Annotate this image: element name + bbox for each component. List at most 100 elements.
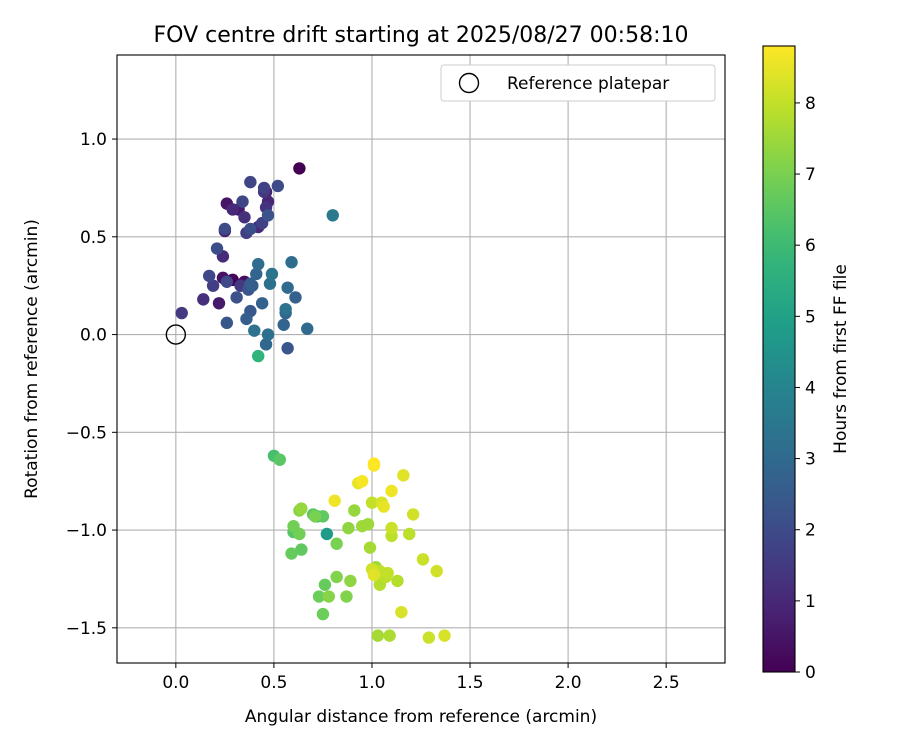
y-axis-ticks: −1.5 −1.0 −0.5 0.0 0.5 1.0 [66, 130, 117, 639]
data-point [252, 257, 265, 271]
data-point [230, 291, 243, 304]
data-point [263, 277, 277, 290]
colorbar-ticks: 0 1 2 3 4 5 6 7 8 [795, 94, 816, 683]
data-point [236, 195, 249, 208]
data-point [265, 267, 279, 281]
data-point [255, 297, 269, 310]
data-point [244, 175, 257, 189]
colorbar-tick-label: 5 [805, 307, 816, 327]
data-point [248, 324, 261, 337]
y-tick-label: 1.0 [80, 130, 107, 150]
data-point [261, 209, 275, 222]
data-points [175, 162, 451, 644]
data-point [295, 543, 308, 556]
data-point [285, 256, 298, 269]
data-point [281, 342, 294, 355]
x-tick-label: 1.0 [358, 673, 385, 693]
data-point [175, 306, 188, 320]
legend-marker-open-circle-icon [458, 72, 480, 94]
y-axis-label: Rotation from reference (arcmin) [22, 219, 42, 499]
y-tick-label: −1.5 [66, 619, 107, 639]
x-tick-label: 0.5 [260, 673, 287, 693]
data-point [293, 527, 306, 541]
data-point [383, 629, 396, 642]
data-point [348, 504, 361, 517]
data-point [391, 574, 404, 588]
legend-label: Reference platepar [507, 74, 669, 94]
data-point [210, 242, 224, 255]
data-point [218, 222, 232, 236]
data-point [295, 502, 308, 515]
data-point [250, 267, 263, 281]
data-point [206, 279, 220, 292]
chart-title: FOV centre drift starting at 2025/08/27 … [154, 23, 689, 48]
colorbar-tick-label: 7 [805, 165, 816, 185]
data-point [367, 457, 381, 470]
data-point [330, 570, 343, 584]
colorbar-tick-label: 1 [805, 592, 816, 612]
colorbar-tick-label: 4 [805, 378, 816, 398]
colorbar-tick-label: 0 [805, 663, 816, 683]
data-point [285, 547, 298, 560]
data-point [202, 269, 216, 283]
data-point [326, 209, 339, 222]
data-point [257, 181, 271, 195]
data-point [220, 275, 234, 288]
data-point [240, 312, 253, 326]
x-tick-label: 2.5 [653, 673, 680, 693]
colorbar-frame [762, 45, 796, 673]
data-point [197, 293, 210, 306]
data-point [308, 510, 322, 523]
data-point [330, 537, 343, 550]
data-point [371, 629, 385, 642]
data-point [226, 203, 239, 216]
data-point [403, 527, 416, 541]
colorbar-tick-label: 8 [805, 94, 816, 114]
data-point [342, 521, 355, 535]
data-point [344, 574, 357, 588]
legend-box [440, 64, 716, 102]
data-point [273, 453, 286, 466]
data-point [301, 322, 314, 335]
data-point [340, 590, 353, 603]
data-point [328, 494, 341, 507]
colorbar-tick-label: 3 [805, 450, 816, 470]
data-point [322, 590, 336, 603]
data-point [281, 281, 294, 294]
data-point [363, 541, 377, 554]
data-point [430, 564, 443, 578]
y-tick-label: 0.0 [80, 326, 107, 346]
data-point [238, 211, 251, 224]
x-tick-label: 0.0 [162, 673, 189, 693]
data-point [397, 469, 410, 482]
colorbar-tick-label: 6 [805, 236, 816, 256]
data-point [406, 508, 420, 521]
y-tick-label: −1.0 [66, 521, 107, 541]
data-point [261, 328, 275, 341]
colorbar-label: Hours from first FF file [831, 264, 851, 454]
data-point [271, 179, 285, 193]
data-point [277, 318, 290, 331]
data-point [316, 607, 330, 621]
data-point [259, 338, 273, 351]
colorbar: 0 1 2 3 4 5 6 7 8 Hours from first FF file [762, 45, 851, 683]
x-tick-label: 2.0 [555, 673, 582, 693]
y-tick-label: −0.5 [66, 423, 107, 443]
data-point [361, 517, 375, 531]
colorbar-gradient [763, 46, 795, 672]
x-tick-label: 1.5 [457, 673, 484, 693]
y-tick-label: 0.5 [80, 228, 107, 248]
x-axis-label: Angular distance from reference (arcmin) [245, 707, 597, 727]
data-point [438, 629, 451, 642]
data-point [220, 316, 234, 330]
data-point [320, 527, 334, 541]
legend: Reference platepar [440, 64, 716, 102]
data-point [312, 590, 326, 603]
data-point [416, 553, 430, 566]
colorbar-tick-label: 2 [805, 521, 816, 541]
plot-area-frame [116, 54, 726, 664]
data-point [385, 484, 398, 498]
data-point [395, 605, 408, 619]
